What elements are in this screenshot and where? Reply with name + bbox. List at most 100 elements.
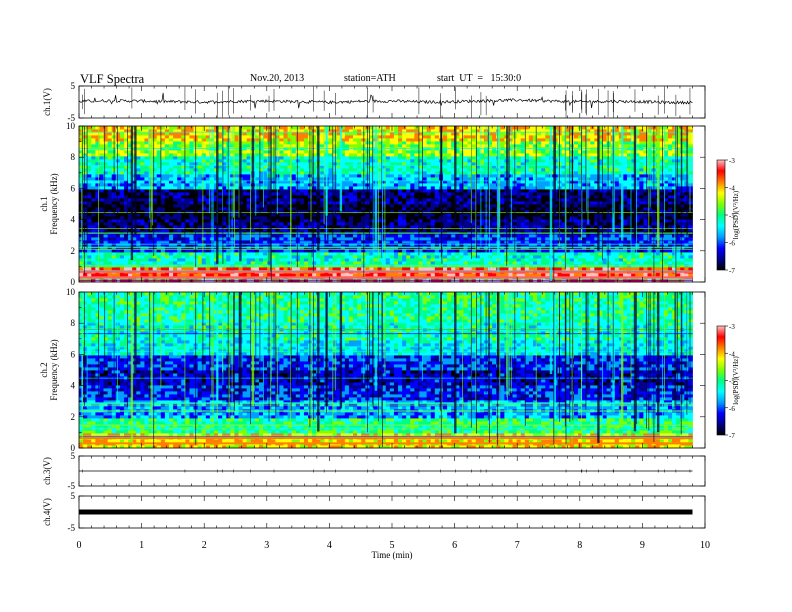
ch1-spectrogram-cell <box>218 186 223 190</box>
ch1-spectrogram-cell <box>594 261 599 265</box>
ch1-spectrogram-cell <box>152 243 158 247</box>
ch1-spectrogram-cell <box>197 189 203 193</box>
ch1-spectrogram-cell <box>614 273 620 277</box>
ch1-spectrogram-cell <box>156 210 162 214</box>
ch1-spectrogram-cell <box>263 186 268 190</box>
ch1-spectrogram-cell <box>336 240 342 244</box>
ch1-spectrogram-cell <box>471 186 477 190</box>
ch1-spectrogram-cell <box>672 255 677 259</box>
ch1-spectrogram-cell <box>119 189 125 193</box>
ch1-spectrogram-cell <box>87 216 92 220</box>
ch1-spectrogram-cell <box>422 207 428 211</box>
ch1-spectrogram-cell <box>393 249 399 253</box>
ch1-spectrogram-cell <box>295 225 301 229</box>
ch1-spectrogram-cell <box>402 228 407 232</box>
ch1-spectrogram-cell <box>136 180 141 184</box>
ch1-spectrogram-cell <box>320 234 325 238</box>
ch1-spectrogram-cell <box>111 222 117 226</box>
ch1-spectrogram-cell <box>267 267 272 271</box>
ch1-spectrogram-cell <box>487 255 493 259</box>
ch1-spectrogram-cell <box>87 240 92 244</box>
ch1-spectrogram-cell <box>385 222 391 226</box>
ch1-spectrogram-cell <box>87 192 92 196</box>
ch1-spectrogram-cell <box>115 234 121 238</box>
ch1-spectrogram-cell <box>177 243 182 247</box>
ch1-spectrogram-cell <box>573 186 579 190</box>
ch1-spectrogram-cell <box>144 219 149 223</box>
ch1-spectrogram-cell <box>434 243 440 247</box>
ch1-spectrogram-cell <box>234 198 239 202</box>
ch1-spectrogram-cell <box>532 198 538 202</box>
ch1-spectrogram-cell <box>459 273 464 277</box>
ch1-spectrogram-cell <box>181 228 186 232</box>
ch1-spectrogram-cell <box>377 252 383 256</box>
ch1-spectrogram-cell <box>537 234 542 238</box>
ch1-spectrogram-cell <box>381 204 387 208</box>
ch1-spectrogram-cell <box>639 273 644 277</box>
ch1-spectrogram-cell <box>467 189 473 193</box>
ch1-spectrogram-cell <box>467 228 473 232</box>
ch1-spectrogram-cell <box>128 228 133 232</box>
ch1-spectrogram-cell <box>455 243 460 247</box>
ch1-spectrogram-cell <box>561 225 567 229</box>
ch1-spectrogram-cell <box>336 213 342 217</box>
ch1-spectrogram-cell <box>303 192 309 196</box>
ch1-spectrogram-cell <box>275 261 280 265</box>
ch1-spectrogram-cell <box>524 255 530 259</box>
ch1-spectrogram-cell <box>447 222 452 226</box>
ch1-spectrogram-cell <box>541 249 546 253</box>
ch1-spectrogram-cell <box>606 189 612 193</box>
ch1-spectrogram-cell <box>222 252 227 256</box>
ch1-spectrogram-cell <box>111 249 117 253</box>
ch1-spectrogram-cell <box>406 225 411 229</box>
ch1-spectrogram-cell <box>312 243 317 247</box>
ch1-spectrogram-cell <box>667 207 673 211</box>
ch1-spectrogram-cell <box>414 252 419 256</box>
ch1-spectrogram-cell <box>205 201 211 205</box>
ch1-spectrogram-cell <box>79 273 84 277</box>
ch1-spectrogram-cell <box>283 222 288 226</box>
ch1-spectrogram-cell <box>487 216 493 220</box>
ch1-spectrogram-cell <box>577 195 583 199</box>
ch1-spectrogram-cell <box>103 198 109 202</box>
ch1-spectrogram-cell <box>455 249 460 253</box>
ch1-spectrogram-cell <box>279 273 284 277</box>
ch1-spectrogram-cell <box>312 252 317 256</box>
ch1-spectrogram-cell <box>635 234 640 238</box>
ch1-spectrogram-cell <box>201 213 207 217</box>
ch1-spectrogram-cell <box>189 204 194 208</box>
ch1-spectrogram-cell <box>79 252 84 256</box>
ch1-spectrogram-cell <box>398 261 403 265</box>
ch1-spectrogram-cell <box>455 240 460 244</box>
ch1-spectrogram-cell <box>447 243 452 247</box>
ch1-spectrogram-cell <box>181 261 186 265</box>
ch1-spectrogram-cell <box>357 222 362 226</box>
ch1-spectrogram-cell <box>500 258 505 262</box>
ch1-spectrogram-cell <box>340 201 346 205</box>
ch1-spectrogram-cell <box>271 207 276 211</box>
ch1-spectrogram-cell <box>164 186 170 190</box>
ch1-spectrogram-cell <box>160 240 166 244</box>
ch1-spectrogram-cell <box>659 273 665 277</box>
ch1-spectrogram-cell <box>295 213 301 217</box>
ch1-spectrogram-cell <box>659 234 665 238</box>
ch1-spectrogram-cell <box>553 234 558 238</box>
ch1-spectrogram-cell <box>532 183 538 187</box>
ch1-spectrogram-cell <box>541 228 546 232</box>
ch1-spectrogram-cell <box>332 267 338 271</box>
ch1-spectrogram-cell <box>667 258 673 262</box>
ch1-spectrogram-cell <box>95 198 100 202</box>
ch1-spectrogram-cell <box>103 201 109 205</box>
ch1-spectrogram-cell <box>328 186 333 190</box>
ch1-spectrogram-cell <box>222 237 227 241</box>
ch1-spectrogram-cell <box>680 219 685 223</box>
ch1-spectrogram-cell <box>222 222 227 226</box>
ch1-spectrogram-cell <box>254 243 260 247</box>
ch1-spectrogram-cell <box>524 243 530 247</box>
ch1-spectrogram-cell <box>144 213 149 217</box>
ch1-spectrogram-cell <box>487 240 493 244</box>
ch1-spectrogram-cell <box>144 198 149 202</box>
ch1-spectrogram-cell <box>451 222 456 226</box>
ch1-spectrogram-cell <box>414 195 419 199</box>
ch1-spectrogram-cell <box>639 225 644 229</box>
